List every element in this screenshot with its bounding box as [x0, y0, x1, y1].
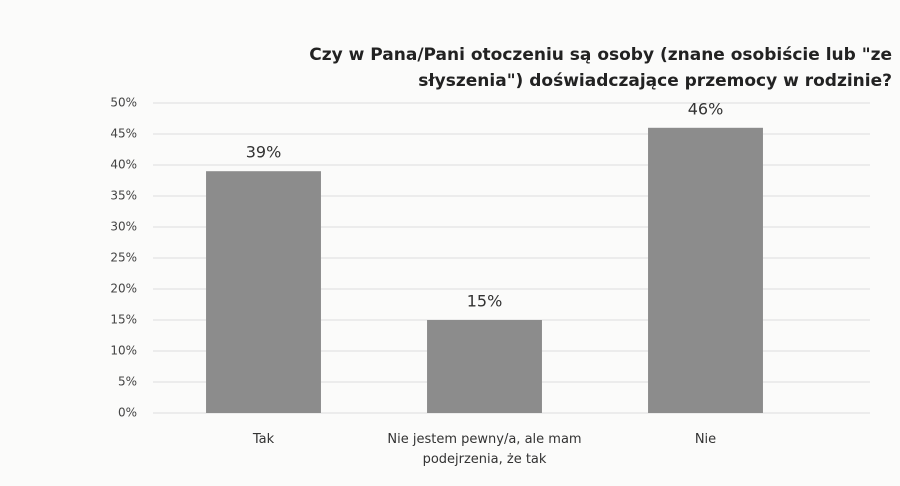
bar: [648, 127, 763, 414]
y-tick-label: 15%: [110, 313, 137, 327]
data-label: 15%: [467, 292, 503, 311]
y-tick-label: 50%: [110, 96, 137, 110]
bar: [427, 320, 542, 413]
y-tick-label: 30%: [110, 220, 137, 234]
x-tick-label: Nie jestem pewny/a, ale mam podejrzenia,…: [387, 432, 582, 467]
y-tick-label: 10%: [110, 344, 137, 358]
y-tick-label: 35%: [110, 189, 137, 203]
x-tick-label: Nie: [694, 432, 717, 447]
y-tick-label: 25%: [110, 251, 137, 265]
y-tick-label: 40%: [110, 158, 137, 172]
y-tick-label: 20%: [110, 282, 137, 296]
chart-title: Czy w Pana/Pani otoczeniu są osoby (znan…: [309, 45, 892, 91]
y-tick-label: 0%: [118, 406, 137, 420]
bar: [206, 171, 321, 413]
data-label: 39%: [246, 143, 282, 162]
x-tick-label: Tak: [252, 432, 275, 447]
y-tick-label: 45%: [110, 127, 137, 141]
y-tick-label: 5%: [118, 375, 137, 389]
data-label: 46%: [688, 99, 724, 118]
